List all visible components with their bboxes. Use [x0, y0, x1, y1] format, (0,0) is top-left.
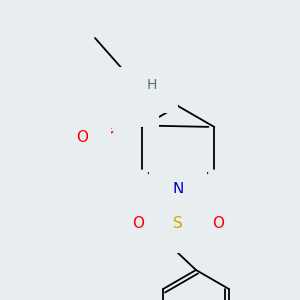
Text: O: O	[132, 215, 144, 230]
Text: O: O	[76, 130, 88, 146]
Text: N: N	[124, 89, 136, 104]
Text: H: H	[147, 78, 157, 92]
Text: N: N	[172, 182, 184, 197]
Text: O: O	[212, 215, 224, 230]
Text: S: S	[173, 215, 183, 230]
